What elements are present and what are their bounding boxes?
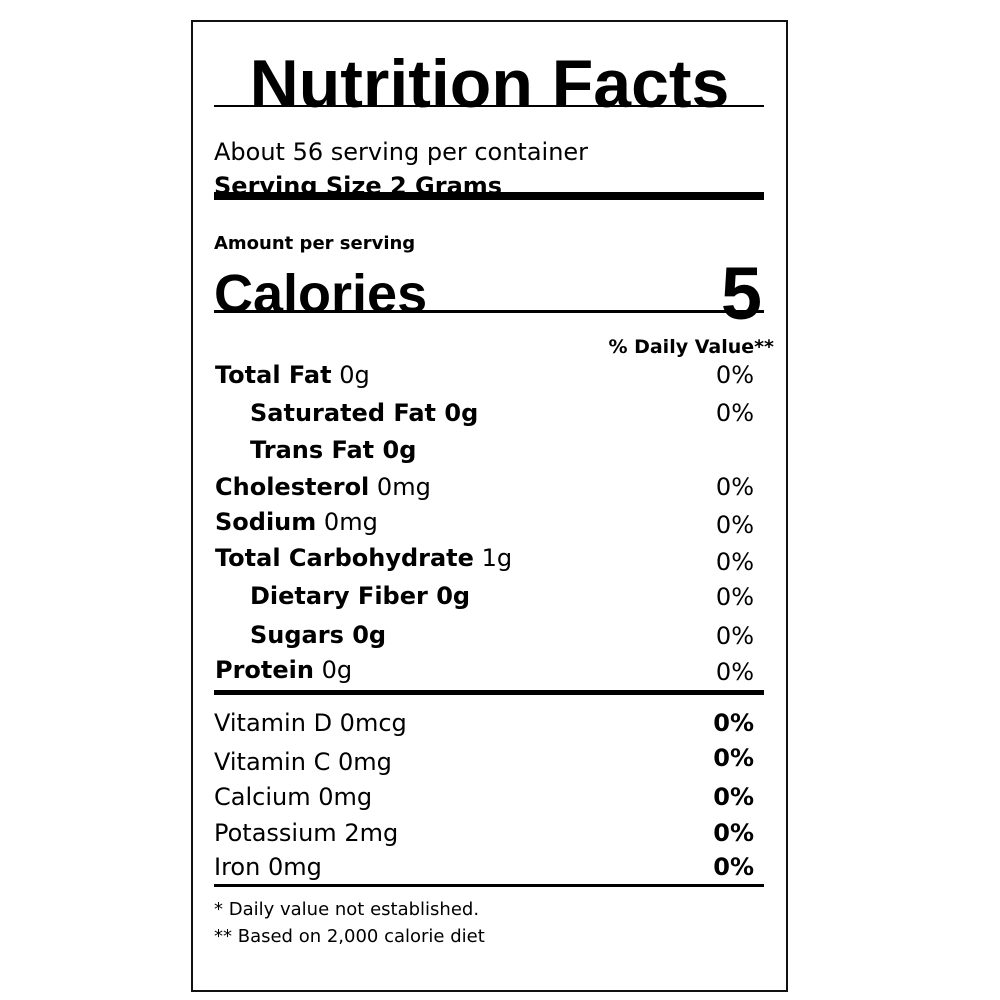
dv-total-carbohydrate: 0% bbox=[715, 548, 754, 576]
nutrition-facts-label: Nutrition Facts About 56 serving per con… bbox=[191, 20, 788, 992]
calories-label: Calories bbox=[214, 264, 428, 324]
dv-sugars: 0% bbox=[715, 622, 754, 650]
nutrient-sugars: Sugars 0g bbox=[250, 621, 387, 649]
servings-per-container: About 56 serving per container bbox=[214, 138, 589, 166]
nutrient-sodium: Sodium 0mg bbox=[215, 508, 378, 536]
dv-vitamin-c: 0% bbox=[713, 744, 754, 772]
calories-value: 5 bbox=[720, 252, 762, 335]
nutrient-protein: Protein 0g bbox=[215, 656, 353, 684]
divider-thick-vitamins bbox=[214, 690, 764, 695]
footnote-calorie-diet: ** Based on 2,000 calorie diet bbox=[214, 926, 485, 947]
dv-protein: 0% bbox=[715, 658, 754, 686]
divider-medium bbox=[214, 310, 764, 313]
dv-sodium: 0% bbox=[715, 511, 754, 539]
nutrient-total-carbohydrate: Total Carbohydrate 1g bbox=[215, 544, 513, 572]
footnote-daily-value: * Daily value not established. bbox=[214, 899, 480, 920]
nutrient-trans-fat: Trans Fat 0g bbox=[250, 436, 417, 464]
nutrient-cholesterol: Cholesterol 0mg bbox=[215, 473, 431, 501]
dv-vitamin-d: 0% bbox=[713, 709, 754, 737]
nutrient-dietary-fiber: Dietary Fiber 0g bbox=[250, 582, 471, 610]
dv-calcium: 0% bbox=[713, 783, 754, 811]
dv-saturated-fat: 0% bbox=[715, 399, 754, 427]
divider-thick bbox=[214, 192, 764, 200]
iron: Iron 0mg bbox=[214, 853, 322, 881]
dv-cholesterol: 0% bbox=[715, 473, 754, 501]
dv-dietary-fiber: 0% bbox=[715, 583, 754, 611]
amount-per-serving: Amount per serving bbox=[214, 233, 416, 254]
potassium: Potassium 2mg bbox=[214, 819, 399, 847]
vitamin-d: Vitamin D 0mcg bbox=[214, 709, 407, 737]
nutrient-saturated-fat: Saturated Fat 0g bbox=[250, 399, 479, 427]
divider-footer bbox=[214, 884, 764, 887]
calcium: Calcium 0mg bbox=[214, 783, 373, 811]
dv-total-fat: 0% bbox=[715, 361, 754, 389]
nutrient-total-fat: Total Fat 0g bbox=[215, 361, 370, 389]
divider-thin bbox=[214, 105, 764, 107]
dv-iron: 0% bbox=[713, 853, 754, 881]
label-title: Nutrition Facts bbox=[249, 46, 730, 122]
daily-value-header: % Daily Value** bbox=[608, 336, 774, 358]
vitamin-c: Vitamin C 0mg bbox=[214, 748, 392, 776]
dv-potassium: 0% bbox=[713, 819, 754, 847]
